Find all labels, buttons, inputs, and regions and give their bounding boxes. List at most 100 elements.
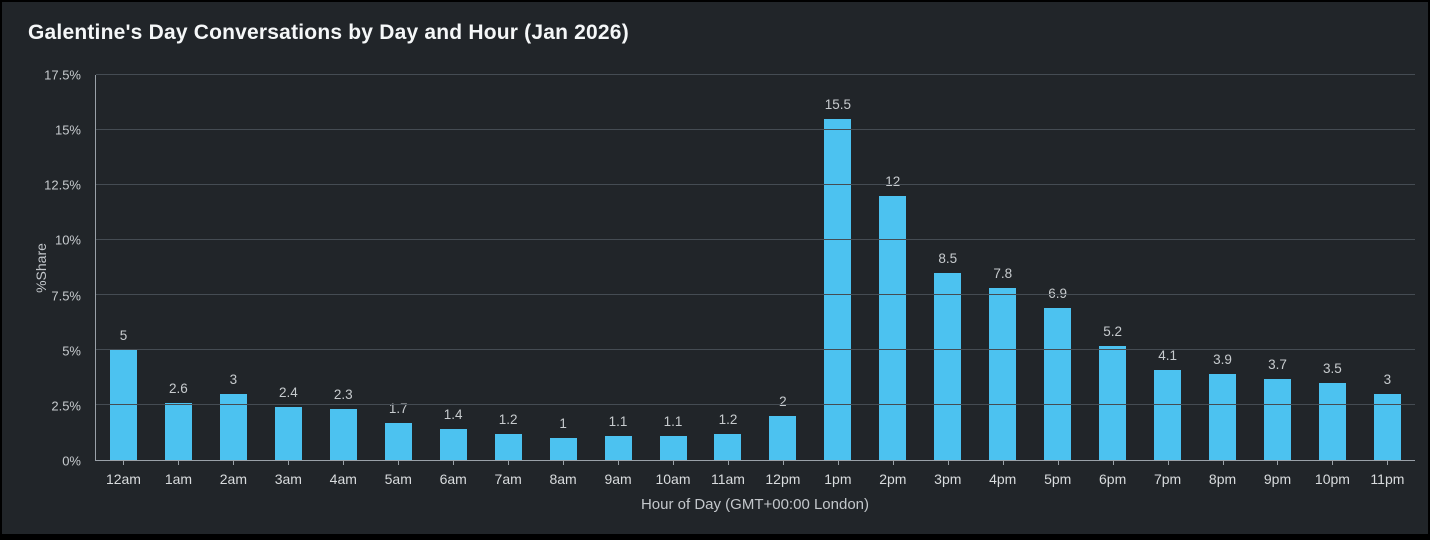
x-axis-tick-label: 9am [604, 471, 632, 487]
bar [219, 394, 247, 460]
x-axis-tick-mark [1222, 460, 1224, 465]
bar [769, 416, 797, 460]
bar [1044, 308, 1072, 460]
y-axis-tick-label: 7.5% [51, 288, 81, 304]
y-axis-tick-label: 15% [54, 122, 81, 138]
bar-slot: 2.4 3am [261, 75, 316, 487]
plot-area: 5 12am 2.6 1am 3 2am 2.4 3am 2.3 4am 1.7 5am 1.4 6am 1… [95, 74, 1415, 487]
x-axis-tick-mark [837, 460, 839, 465]
y-axis-tick-label: 2.5% [51, 398, 81, 414]
y-axis-tick-label: 17.5% [44, 67, 81, 83]
gridline [96, 129, 1415, 130]
gridline [96, 74, 1415, 75]
x-axis-tick-mark [288, 460, 290, 465]
chart-title: Galentine's Day Conversations by Day and… [28, 21, 629, 44]
bar [274, 407, 302, 460]
x-axis-tick-label: 8pm [1208, 471, 1237, 487]
x-axis-tick-mark [1387, 460, 1389, 465]
x-axis-tick-label: 7pm [1153, 471, 1182, 487]
x-axis-tick-label: 11am [710, 471, 745, 487]
bar-slot: 1.4 6am [426, 75, 481, 487]
x-axis-tick-label: 8am [549, 471, 577, 487]
gridline [96, 349, 1415, 350]
bar-slot: 7.8 4pm [975, 75, 1030, 487]
x-axis-tick-label: 3am [274, 471, 302, 487]
bar-slot: 3.5 10pm [1305, 75, 1360, 487]
bar-slot: 12 2pm [865, 75, 920, 487]
bar [439, 429, 467, 460]
bar-slot: 3.9 8pm [1195, 75, 1250, 487]
bar-slot: 15.5 1pm [810, 75, 865, 487]
x-axis-tick-label: 11pm [1370, 471, 1405, 487]
x-axis-tick-mark [398, 460, 400, 465]
bar [604, 435, 632, 460]
bar [494, 433, 522, 460]
x-axis-tick-label: 10am [655, 471, 691, 487]
y-axis-tick-label: 5% [62, 343, 81, 359]
bar [1318, 383, 1346, 460]
y-axis-tick-label: 10% [54, 232, 81, 248]
bars-row: 5 12am 2.6 1am 3 2am 2.4 3am 2.3 4am 1.7 5am 1.4 6am 1… [96, 75, 1415, 487]
gridline [96, 404, 1415, 405]
x-axis-tick-label: 7am [494, 471, 522, 487]
bar-slot: 1.2 7am [481, 75, 536, 487]
bar-slot: 1.1 10am [646, 75, 701, 487]
x-axis-tick-label: 2pm [879, 471, 907, 487]
bar [549, 438, 577, 460]
bar-slot: 3 11pm [1360, 75, 1415, 487]
x-axis-tick-mark [178, 460, 180, 465]
bar-slot: 2.3 4am [316, 75, 371, 487]
x-axis-tick-mark [947, 460, 949, 465]
bar [1209, 374, 1237, 460]
x-axis-tick-mark [1002, 460, 1004, 465]
x-axis-tick-mark [508, 460, 510, 465]
bar-slot: 2.6 1am [151, 75, 206, 487]
bar-slot: 8.5 3pm [920, 75, 975, 487]
bar-slot: 5 12am [96, 75, 151, 487]
x-axis-tick-mark [233, 460, 235, 465]
bar-slot: 4.1 7pm [1140, 75, 1195, 487]
x-axis-tick-label: 5pm [1044, 471, 1072, 487]
x-axis-tick-label: 12pm [765, 471, 801, 487]
y-axis: 0% 2.5% 5% 7.5% 10% 12.5% 15% 17.5% [2, 68, 88, 469]
x-axis-tick-label: 6am [439, 471, 467, 487]
x-axis-tick-mark [727, 460, 729, 465]
bar-slot: 3.7 9pm [1250, 75, 1305, 487]
bar [164, 402, 192, 460]
y-axis-tick-label: 12.5% [44, 177, 81, 193]
x-axis-tick-label: 2am [219, 471, 247, 487]
x-axis-tick-label: 3pm [934, 471, 962, 487]
bar [109, 350, 137, 460]
gridline [96, 294, 1415, 295]
bar-slot: 1.2 11am [700, 75, 755, 487]
bar [879, 196, 907, 460]
gridline [96, 184, 1415, 185]
x-axis-tick-label: 4pm [989, 471, 1017, 487]
bar-slot: 2 12pm [755, 75, 810, 487]
x-axis-tick-label: 6pm [1099, 471, 1127, 487]
x-axis-tick-label: 1am [164, 471, 193, 487]
bar [989, 288, 1017, 460]
x-axis-tick-label: 12am [105, 471, 141, 487]
bar [824, 119, 852, 460]
x-axis-tick-mark [1277, 460, 1279, 465]
x-axis-tick-label: 9pm [1263, 471, 1292, 487]
x-axis-title: Hour of Day (GMT+00:00 London) [640, 496, 870, 513]
bar [384, 422, 412, 460]
bar [1154, 369, 1182, 460]
x-axis-tick-mark [123, 460, 125, 465]
x-axis-tick-mark [563, 460, 565, 465]
x-axis-tick-mark [618, 460, 620, 465]
x-axis-tick-mark [782, 460, 784, 465]
bar-slot: 1 8am [536, 75, 591, 487]
x-axis-tick-mark [1057, 460, 1059, 465]
bar-slot: 6.9 5pm [1030, 75, 1085, 487]
bar [1373, 394, 1401, 460]
bar-slot: 5.2 6pm [1085, 75, 1140, 487]
x-axis-tick-label: 4am [329, 471, 357, 487]
bar-slot: 3 2am [206, 75, 261, 487]
bar-slot: 1.1 9am [591, 75, 646, 487]
bar [714, 433, 742, 460]
x-axis-tick-label: 5am [384, 471, 412, 487]
